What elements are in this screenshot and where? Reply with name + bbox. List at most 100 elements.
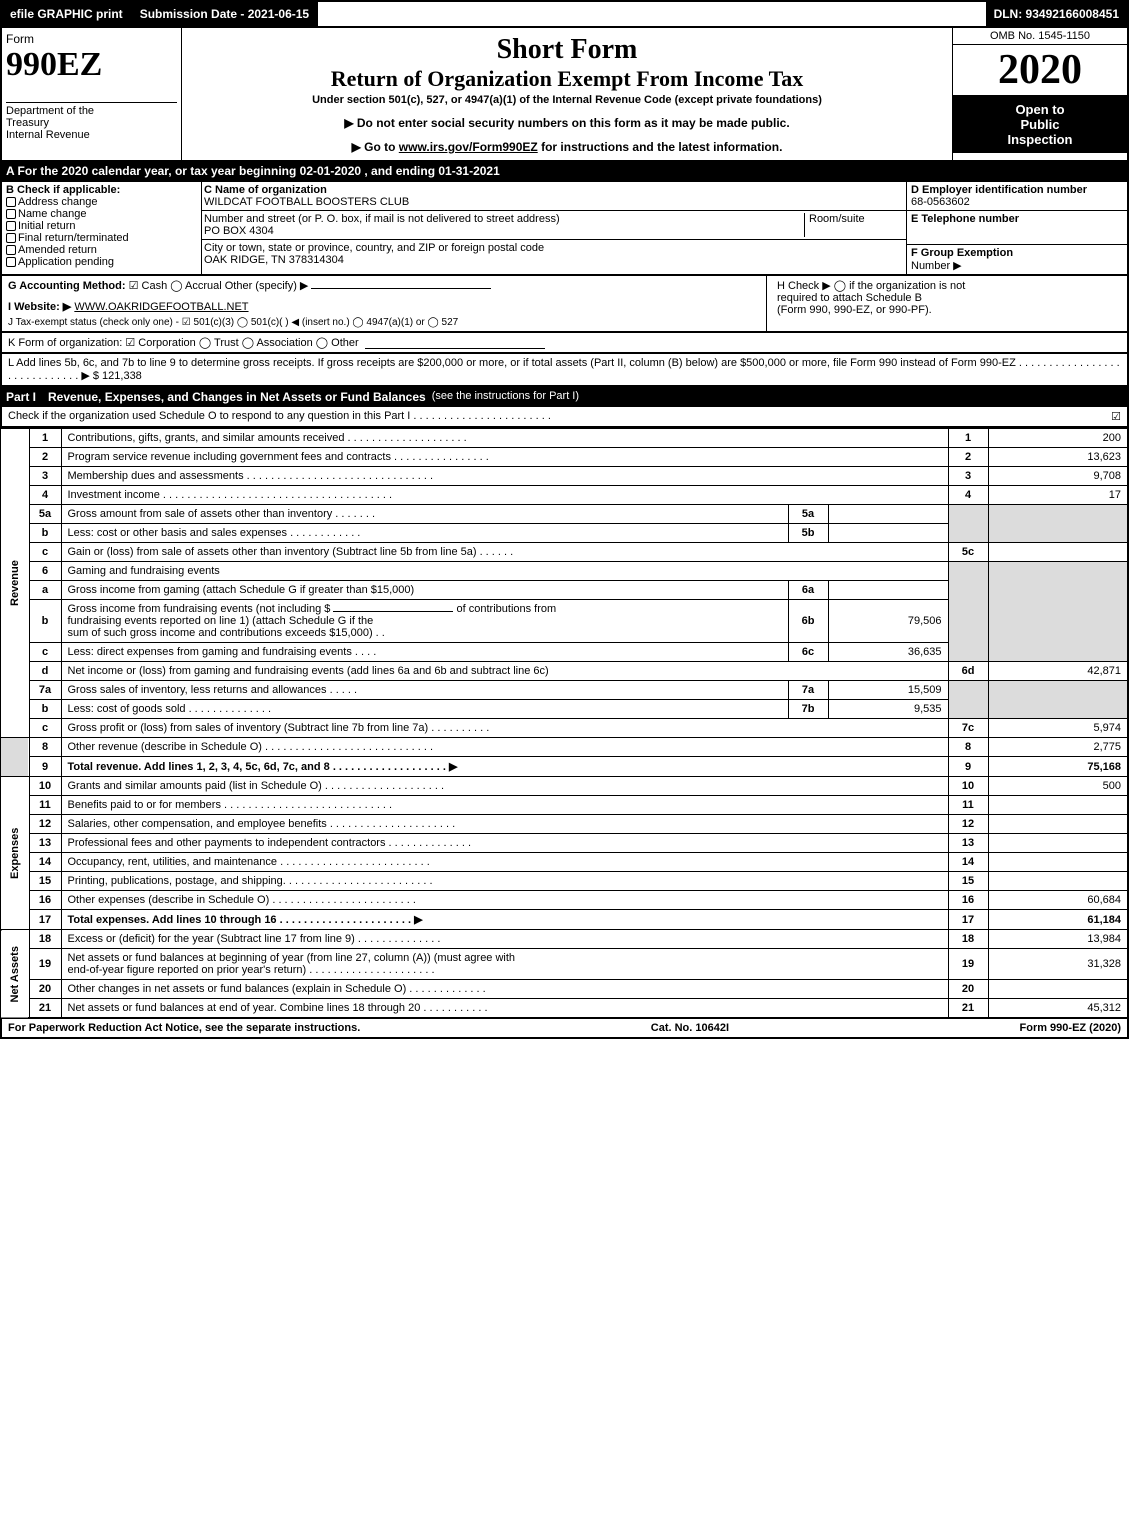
cb-application-pending[interactable]: Application pending	[6, 256, 197, 268]
expenses-side-label: Expenses	[1, 777, 29, 930]
line-h: H Check ▶ ◯ if the organization is not r…	[767, 276, 1127, 331]
department-treasury: Department of the Treasury Internal Reve…	[6, 102, 177, 141]
line-g: G Accounting Method: ☑ Cash ◯ Accrual Ot…	[2, 276, 767, 331]
paperwork-notice: For Paperwork Reduction Act Notice, see …	[8, 1022, 360, 1034]
note2-post: for instructions and the latest informat…	[538, 140, 783, 154]
inspect-1: Open to	[1015, 102, 1064, 117]
ein-row: D Employer identification number 68-0563…	[907, 182, 1127, 211]
table-row: 11Benefits paid to or for members . . . …	[1, 796, 1128, 815]
website-value[interactable]: WWW.OAKRIDGEFOOTBALL.NET	[74, 301, 248, 313]
cb-amended-return[interactable]: Amended return	[6, 244, 197, 256]
website-label: I Website: ▶	[8, 301, 71, 313]
note-link: ▶ Go to www.irs.gov/Form990EZ for instru…	[202, 140, 932, 154]
table-row: 3Membership dues and assessments . . . .…	[1, 467, 1128, 486]
organization-name: WILDCAT FOOTBALL BOOSTERS CLUB	[204, 196, 409, 208]
tax-exempt-status[interactable]: J Tax-exempt status (check only one) - ☑…	[8, 317, 458, 328]
gh-row: G Accounting Method: ☑ Cash ◯ Accrual Ot…	[0, 276, 1129, 333]
top-bar: efile GRAPHIC print Submission Date - 20…	[0, 0, 1129, 28]
dln-label: DLN: 93492166008451	[986, 2, 1127, 26]
form-number: 990EZ	[6, 46, 177, 84]
submission-date: Submission Date - 2021-06-15	[132, 2, 318, 26]
po-box: PO BOX 4304	[204, 225, 274, 237]
cb-initial-return[interactable]: Initial return	[6, 220, 197, 232]
inspect-2: Public	[1020, 117, 1059, 132]
cb-name-change[interactable]: Name change	[6, 208, 197, 220]
efile-label[interactable]: efile GRAPHIC print	[2, 2, 132, 26]
open-inspection: Open to Public Inspection	[953, 96, 1127, 153]
total-revenue-desc: Total revenue. Add lines 1, 2, 3, 4, 5c,…	[68, 761, 458, 773]
cb-final-return[interactable]: Final return/terminated	[6, 232, 197, 244]
table-row: 16Other expenses (describe in Schedule O…	[1, 891, 1128, 910]
name-label: C Name of organization	[204, 184, 327, 196]
h-text-3: (Form 990, 990-EZ, or 990-PF).	[777, 304, 932, 316]
line-j: J Tax-exempt status (check only one) - ☑…	[8, 317, 760, 328]
table-row: 21Net assets or fund balances at end of …	[1, 999, 1128, 1019]
catalog-number: Cat. No. 10642I	[651, 1022, 729, 1034]
box-b: B Check if applicable: Address change Na…	[2, 182, 202, 274]
table-row: 17Total expenses. Add lines 10 through 1…	[1, 910, 1128, 930]
address-row: Number and street (or P. O. box, if mail…	[202, 211, 906, 240]
header-center: Short Form Return of Organization Exempt…	[182, 28, 952, 160]
table-row: 4Investment income . . . . . . . . . . .…	[1, 486, 1128, 505]
line-a: A For the 2020 calendar year, or tax yea…	[0, 162, 1129, 182]
part-1-title: Revenue, Expenses, and Changes in Net As…	[48, 390, 426, 404]
form-name-year: Form 990-EZ (2020)	[1020, 1022, 1121, 1034]
table-row: 6Gaming and fundraising events	[1, 562, 1128, 581]
schedule-o-checkbox[interactable]: ☑	[1111, 410, 1121, 423]
table-row: 5aGross amount from sale of assets other…	[1, 505, 1128, 524]
telephone-label: E Telephone number	[911, 213, 1019, 225]
city-row: City or town, state or province, country…	[202, 240, 906, 268]
under-section: Under section 501(c), 527, or 4947(a)(1)…	[202, 94, 932, 106]
table-row: 7aGross sales of inventory, less returns…	[1, 681, 1128, 700]
cb-address-change[interactable]: Address change	[6, 196, 197, 208]
inspect-3: Inspection	[1007, 132, 1072, 147]
note2-pre: ▶ Go to	[352, 140, 399, 154]
table-row: cGross profit or (loss) from sales of in…	[1, 719, 1128, 738]
table-row: dNet income or (loss) from gaming and fu…	[1, 662, 1128, 681]
table-row: 19 Net assets or fund balances at beginn…	[1, 949, 1128, 980]
box-b-header: B Check if applicable:	[6, 184, 197, 196]
form-header: Form 990EZ Department of the Treasury In…	[0, 28, 1129, 162]
table-row: 14Occupancy, rent, utilities, and mainte…	[1, 853, 1128, 872]
line-k: K Form of organization: ☑ Corporation ◯ …	[0, 333, 1129, 354]
tax-year: 2020	[953, 45, 1127, 96]
table-row: 12Salaries, other compensation, and empl…	[1, 815, 1128, 834]
table-row: 8Other revenue (describe in Schedule O) …	[1, 738, 1128, 757]
table-row: 13Professional fees and other payments t…	[1, 834, 1128, 853]
h-text-1: H Check ▶ ◯ if the organization is not	[777, 280, 965, 292]
g-label: G Accounting Method:	[8, 280, 126, 292]
ein-label: D Employer identification number	[911, 184, 1087, 196]
group-exemption-row: F Group Exemption Number ▶	[907, 245, 1127, 274]
line-19-desc: Net assets or fund balances at beginning…	[61, 949, 948, 980]
table-row: cGain or (loss) from sale of assets othe…	[1, 543, 1128, 562]
note-ssn: ▶ Do not enter social security numbers o…	[202, 116, 932, 130]
short-form-title: Short Form	[202, 34, 932, 66]
line-6b-desc: Gross income from fundraising events (no…	[61, 600, 788, 643]
accounting-method-options[interactable]: ☑ Cash ◯ Accrual Other (specify) ▶	[129, 280, 309, 292]
netassets-side-label: Net Assets	[1, 930, 29, 1019]
table-row: 9Total revenue. Add lines 1, 2, 3, 4, 5c…	[1, 757, 1128, 777]
city-label: City or town, state or province, country…	[204, 242, 544, 254]
dept-3: Internal Revenue	[6, 129, 90, 141]
table-row: 2Program service revenue including gover…	[1, 448, 1128, 467]
part-1-table: Revenue 1Contributions, gifts, grants, a…	[0, 428, 1129, 1019]
form-word: Form	[6, 32, 177, 46]
dept-2: Treasury	[6, 117, 49, 129]
total-expenses-desc: Total expenses. Add lines 10 through 16 …	[68, 914, 423, 926]
table-row: Net Assets 18Excess or (deficit) for the…	[1, 930, 1128, 949]
part-1-sub: (see the instructions for Part I)	[432, 390, 579, 404]
org-name-row: C Name of organization WILDCAT FOOTBALL …	[202, 182, 906, 211]
line-l: L Add lines 5b, 6c, and 7b to line 9 to …	[0, 354, 1129, 387]
addr-label: Number and street (or P. O. box, if mail…	[204, 213, 560, 225]
revenue-side-label: Revenue	[1, 429, 29, 738]
block-bcdef: B Check if applicable: Address change Na…	[0, 182, 1129, 276]
topbar-spacer	[318, 2, 985, 26]
omb-number: OMB No. 1545-1150	[953, 28, 1127, 45]
table-row: 20Other changes in net assets or fund ba…	[1, 980, 1128, 999]
dept-1: Department of the	[6, 105, 94, 117]
form-of-organization[interactable]: K Form of organization: ☑ Corporation ◯ …	[8, 336, 359, 349]
box-def: D Employer identification number 68-0563…	[907, 182, 1127, 274]
room-suite-label: Room/suite	[804, 213, 904, 237]
h-text-2: required to attach Schedule B	[777, 292, 922, 304]
irs-link[interactable]: www.irs.gov/Form990EZ	[399, 140, 538, 154]
